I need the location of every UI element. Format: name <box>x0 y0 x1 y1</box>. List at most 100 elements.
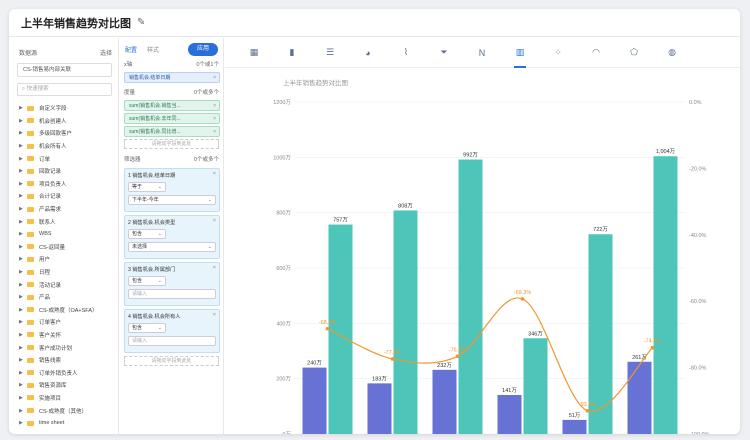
tree-item[interactable]: ▶ 订单 <box>9 152 118 165</box>
remove-icon[interactable]: × <box>213 103 216 109</box>
tree-item[interactable]: ▶ 订单外销负责人 <box>9 366 118 379</box>
tree-item[interactable]: ▶ 机会所有人 <box>9 140 118 153</box>
line-value-label: -93.0% <box>579 402 597 408</box>
filter-value-input[interactable]: 请输入 <box>128 336 216 346</box>
chevron-down-icon: ⌄ <box>157 184 162 190</box>
tab-style[interactable]: 样式 <box>147 47 160 54</box>
remove-filter-icon[interactable]: × <box>212 312 216 318</box>
tree-item[interactable]: ▶ 机会创建人 <box>9 115 118 128</box>
tree-item[interactable]: ▶ time sheet <box>9 417 118 430</box>
filter-operator-select[interactable]: 包含 ⌄ <box>128 323 166 333</box>
tree-item[interactable]: ▶ 自定义字段 <box>9 102 118 115</box>
expand-arrow-icon[interactable]: ▶ <box>19 281 23 288</box>
expand-arrow-icon[interactable]: ▶ <box>19 407 23 414</box>
expand-arrow-icon[interactable]: ▶ <box>19 394 23 401</box>
scatter-chart-icon[interactable]: ⁘ <box>554 47 562 57</box>
measure-drop-zone[interactable]: 请拖动字段到此处 <box>124 139 219 149</box>
tree-item[interactable]: ▶ 活动记录 <box>9 278 118 291</box>
tree-item[interactable]: ▶ 多级回款客户 <box>9 127 118 140</box>
dimension-chip[interactable]: 销售机会.结单日期 × <box>124 72 220 83</box>
expand-arrow-icon[interactable]: ▶ <box>19 344 23 351</box>
select-datasource-link[interactable]: 选择 <box>99 51 112 57</box>
expand-arrow-icon[interactable]: ▶ <box>19 105 23 112</box>
expand-arrow-icon[interactable]: ▶ <box>19 168 23 175</box>
tree-item[interactable]: ▶ 客户成功计划 <box>9 341 118 354</box>
expand-arrow-icon[interactable]: ▶ <box>19 357 23 364</box>
expand-arrow-icon[interactable]: ▶ <box>19 294 23 301</box>
radar-chart-icon[interactable]: ⬠ <box>630 47 638 57</box>
datasource-panel: 数据源 选择 CS-销售易内部关联 ⌕ 快速搜索 ▶ 自定义字段 ▶ 机会创建人 ▶ 多级… <box>9 38 119 434</box>
search-input[interactable]: ⌕ 快速搜索 <box>17 83 112 96</box>
edit-icon[interactable]: ✎ <box>137 17 146 28</box>
bar-chart-icon[interactable]: ▮ <box>289 47 295 57</box>
tree-item[interactable]: ▶ 产品 <box>9 291 118 304</box>
tree-item[interactable]: ▶ 日程 <box>9 266 118 279</box>
filter-operator-select[interactable]: 包含 ⌄ <box>128 276 166 286</box>
expand-arrow-icon[interactable]: ▶ <box>19 269 23 276</box>
filter-drop-zone[interactable]: 请拖动字段到此处 <box>124 356 219 366</box>
tree-item[interactable]: ▶ 产品需求 <box>9 203 118 216</box>
remove-icon[interactable]: × <box>213 116 216 122</box>
tree-item[interactable]: ▶ 销售线索 <box>9 354 118 367</box>
expand-arrow-icon[interactable]: ▶ <box>19 256 23 263</box>
remove-icon[interactable]: × <box>213 75 216 81</box>
measure-chip[interactable]: sum(销售机会.同比增... × <box>124 126 220 137</box>
expand-arrow-icon[interactable]: ▶ <box>19 218 23 225</box>
tree-item[interactable]: ▶ WBS <box>9 228 118 241</box>
funnel-chart-icon[interactable]: ⏷ <box>440 47 448 57</box>
tree-item[interactable]: ▶ 联系人 <box>9 215 118 228</box>
expand-arrow-icon[interactable]: ▶ <box>19 369 23 376</box>
remove-filter-icon[interactable]: × <box>212 171 216 177</box>
gauge-chart-icon[interactable]: ◠ <box>592 47 600 57</box>
expand-arrow-icon[interactable]: ▶ <box>19 143 23 150</box>
folder-icon <box>27 193 34 199</box>
expand-arrow-icon[interactable]: ▶ <box>19 306 23 313</box>
hbar-chart-icon[interactable]: ☰ <box>325 47 335 57</box>
tree-item[interactable]: ▶ CS-成熟度（OA+SFA） <box>9 304 118 317</box>
map-chart-icon[interactable]: ◍ <box>668 47 676 57</box>
expand-arrow-icon[interactable]: ▶ <box>19 382 23 389</box>
measure-chip[interactable]: sum(销售机会.销售当... × <box>124 100 220 111</box>
expand-arrow-icon[interactable]: ▶ <box>19 130 23 137</box>
filter-value-input[interactable]: 下半年-今年 ⌄ <box>128 195 216 205</box>
tab-config[interactable]: 配置 <box>125 47 138 54</box>
tree-item[interactable]: ▶ 客户关怀 <box>9 329 118 342</box>
tree-item[interactable]: ▶ 回款记录 <box>9 165 118 178</box>
line-chart-icon[interactable]: ⌇ <box>403 47 409 57</box>
expand-arrow-icon[interactable]: ▶ <box>19 243 23 250</box>
tree-item[interactable]: ▶ 合计记录 <box>9 190 118 203</box>
expand-arrow-icon[interactable]: ▶ <box>19 117 23 124</box>
remove-filter-icon[interactable]: × <box>212 265 216 271</box>
filter-operator-select[interactable]: 等于 ⌄ <box>128 182 166 192</box>
tree-item[interactable]: ▶ 实施项目 <box>9 392 118 405</box>
chevron-down-icon: ⌄ <box>157 325 162 331</box>
expand-arrow-icon[interactable]: ▶ <box>19 155 23 162</box>
expand-arrow-icon[interactable]: ▶ <box>19 420 23 427</box>
remove-icon[interactable]: × <box>213 129 216 135</box>
pie-chart-icon[interactable]: ◕ <box>365 47 371 58</box>
combo-chart-icon[interactable]: ▥ <box>501 47 539 68</box>
chart-type-bar: ▦ ▮ ☰ ◕ ⌇ ⏷ N ▥ ⁘ ◠ ⬠ ◍ <box>225 38 740 68</box>
expand-arrow-icon[interactable]: ▶ <box>19 180 23 187</box>
tree-item[interactable]: ▶ 销售资源库 <box>9 379 118 392</box>
remove-filter-icon[interactable]: × <box>212 218 216 224</box>
expand-arrow-icon[interactable]: ▶ <box>19 231 23 238</box>
filter-value-input[interactable]: 请输入 <box>128 289 216 299</box>
tree-item[interactable]: ▶ CS-成熟度（其他） <box>9 404 118 417</box>
filter-value-input[interactable]: 未选择 ⌄ <box>128 242 216 252</box>
tree-item[interactable]: ▶ CS-返回量 <box>9 241 118 254</box>
apply-button[interactable]: 应用 <box>188 42 218 56</box>
tree-item[interactable]: ▶ 项目负责人 <box>9 178 118 191</box>
expand-arrow-icon[interactable]: ▶ <box>19 206 23 213</box>
expand-arrow-icon[interactable]: ▶ <box>19 331 23 338</box>
measure-chip[interactable]: sum(销售机会.去年同... × <box>124 113 220 124</box>
chip-label: sum(销售机会.去年同... <box>129 116 181 122</box>
filter-operator-select[interactable]: 包含 ⌄ <box>128 229 166 239</box>
expand-arrow-icon[interactable]: ▶ <box>19 193 23 200</box>
expand-arrow-icon[interactable]: ▶ <box>19 319 23 326</box>
number-chart-icon[interactable]: N <box>478 47 486 58</box>
table-chart-icon[interactable]: ▦ <box>249 47 259 57</box>
tree-item[interactable]: ▶ 订单客户 <box>9 316 118 329</box>
datasource-name[interactable]: CS-销售易内部关联 <box>17 63 112 77</box>
tree-item[interactable]: ▶ 用户 <box>9 253 118 266</box>
